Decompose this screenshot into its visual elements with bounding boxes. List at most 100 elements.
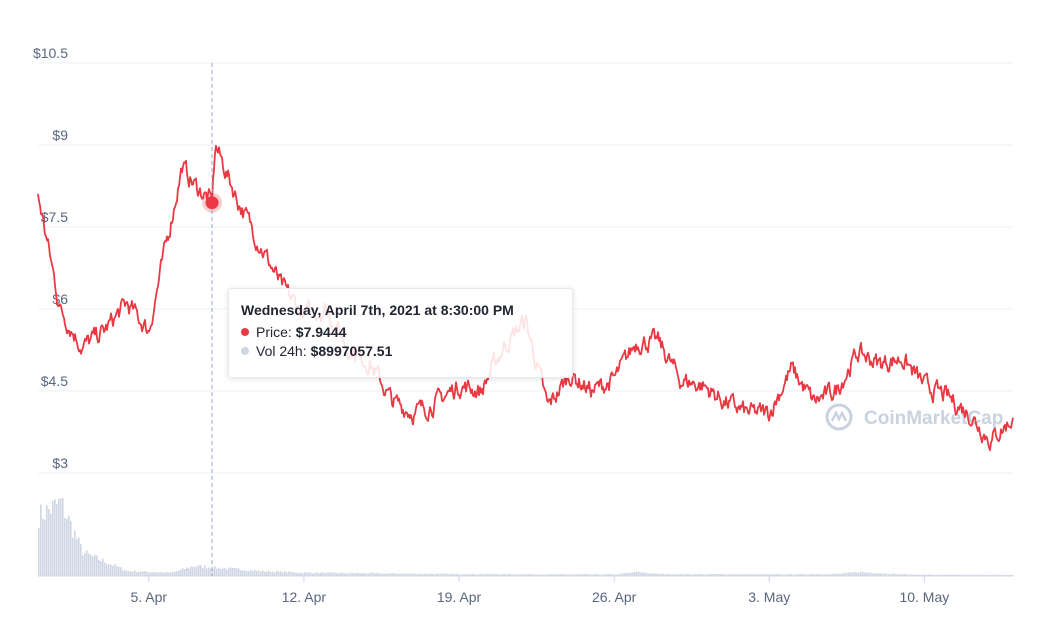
volume-bar	[462, 574, 464, 576]
volume-bar	[90, 554, 92, 576]
volume-bar	[428, 574, 430, 576]
y-tick-label: $4.5	[41, 373, 68, 389]
volume-bar	[962, 574, 964, 576]
volume-bar	[234, 568, 236, 576]
volume-bar	[650, 573, 652, 576]
volume-bar	[998, 574, 1000, 576]
volume-bar	[302, 573, 304, 576]
volume-bar	[748, 574, 750, 576]
volume-bar	[242, 570, 244, 576]
volume-bar	[690, 574, 692, 576]
volume-bar	[936, 574, 938, 576]
volume-bar	[282, 572, 284, 576]
volume-bar	[254, 570, 256, 576]
volume-bar	[938, 574, 940, 576]
volume-bar	[60, 498, 62, 576]
volume-bar	[454, 573, 456, 576]
volume-bar	[122, 570, 124, 576]
volume-bar	[596, 574, 598, 576]
volume-bar	[970, 574, 972, 576]
volume-bar	[880, 573, 882, 576]
volume-bar	[474, 574, 476, 576]
volume-bar	[432, 573, 434, 576]
volume-bar	[218, 567, 220, 576]
volume-bar	[618, 573, 620, 576]
volume-bar	[128, 571, 130, 576]
volume-bar	[436, 573, 438, 576]
volume-bar	[534, 574, 536, 576]
volume-bar	[1006, 574, 1008, 576]
volume-bar	[668, 573, 670, 576]
volume-bar	[582, 574, 584, 576]
volume-bar	[728, 574, 730, 576]
volume-bar	[222, 568, 224, 576]
volume-bar	[588, 574, 590, 576]
volume-bar	[356, 573, 358, 576]
volume-bar	[160, 572, 162, 576]
volume-bar	[146, 571, 148, 576]
volume-bar	[200, 565, 202, 576]
volume-bar	[402, 573, 404, 576]
volume-bar	[314, 573, 316, 576]
volume-bar	[808, 574, 810, 576]
volume-bar	[54, 499, 56, 576]
volume-bar	[570, 574, 572, 576]
volume-bar	[410, 573, 412, 576]
volume-bar	[874, 573, 876, 576]
volume-bar	[504, 573, 506, 576]
volume-bar	[722, 574, 724, 576]
volume-bar	[782, 574, 784, 576]
volume-bar	[900, 574, 902, 576]
volume-bar	[816, 574, 818, 576]
hover-point[interactable]	[205, 196, 219, 210]
volume-bar	[486, 573, 488, 576]
volume-bar	[910, 574, 912, 576]
volume-bar	[754, 574, 756, 576]
tooltip-volume-row: Vol 24h: $8997057.51	[241, 341, 560, 360]
volume-bar	[788, 573, 790, 576]
volume-bar	[770, 574, 772, 576]
volume-bar	[1004, 574, 1006, 576]
volume-bar	[688, 573, 690, 576]
volume-bar	[116, 566, 118, 576]
volume-bar	[80, 543, 82, 576]
volume-bar	[904, 574, 906, 576]
volume-bar	[86, 550, 88, 576]
volume-bar	[310, 572, 312, 576]
volume-bar	[102, 558, 104, 576]
volume-bar	[646, 573, 648, 576]
volume-bar	[542, 574, 544, 576]
volume-bar	[518, 574, 520, 576]
volume-bar	[574, 574, 576, 576]
volume-bar	[372, 572, 374, 576]
volume-bar	[120, 567, 122, 576]
tooltip-price-label: Price:	[256, 323, 292, 340]
volume-bar	[246, 570, 248, 576]
volume-bar	[818, 574, 820, 576]
x-tick-label: 12. Apr	[282, 589, 327, 605]
volume-bar	[278, 571, 280, 576]
volume-bar	[44, 519, 46, 576]
volume-bar	[778, 574, 780, 576]
volume-bar	[286, 572, 288, 576]
volume-bar	[528, 574, 530, 576]
volume-bar	[70, 520, 72, 576]
volume-bar	[326, 572, 328, 576]
y-tick-label: $7.5	[41, 209, 68, 225]
volume-bar	[538, 574, 540, 576]
volume-bar	[408, 573, 410, 576]
volume-bar	[924, 574, 926, 576]
volume-bar	[738, 574, 740, 576]
volume-bar	[154, 572, 156, 576]
volume-bar	[268, 570, 270, 576]
volume-bar	[370, 572, 372, 576]
volume-bar	[390, 573, 392, 576]
volume-bar	[304, 572, 306, 576]
volume-bar	[876, 573, 878, 576]
volume-bar	[148, 572, 150, 576]
volume-bar	[220, 569, 222, 576]
volume-bar	[156, 572, 158, 576]
volume-bar	[556, 574, 558, 576]
volume-bar	[750, 574, 752, 576]
